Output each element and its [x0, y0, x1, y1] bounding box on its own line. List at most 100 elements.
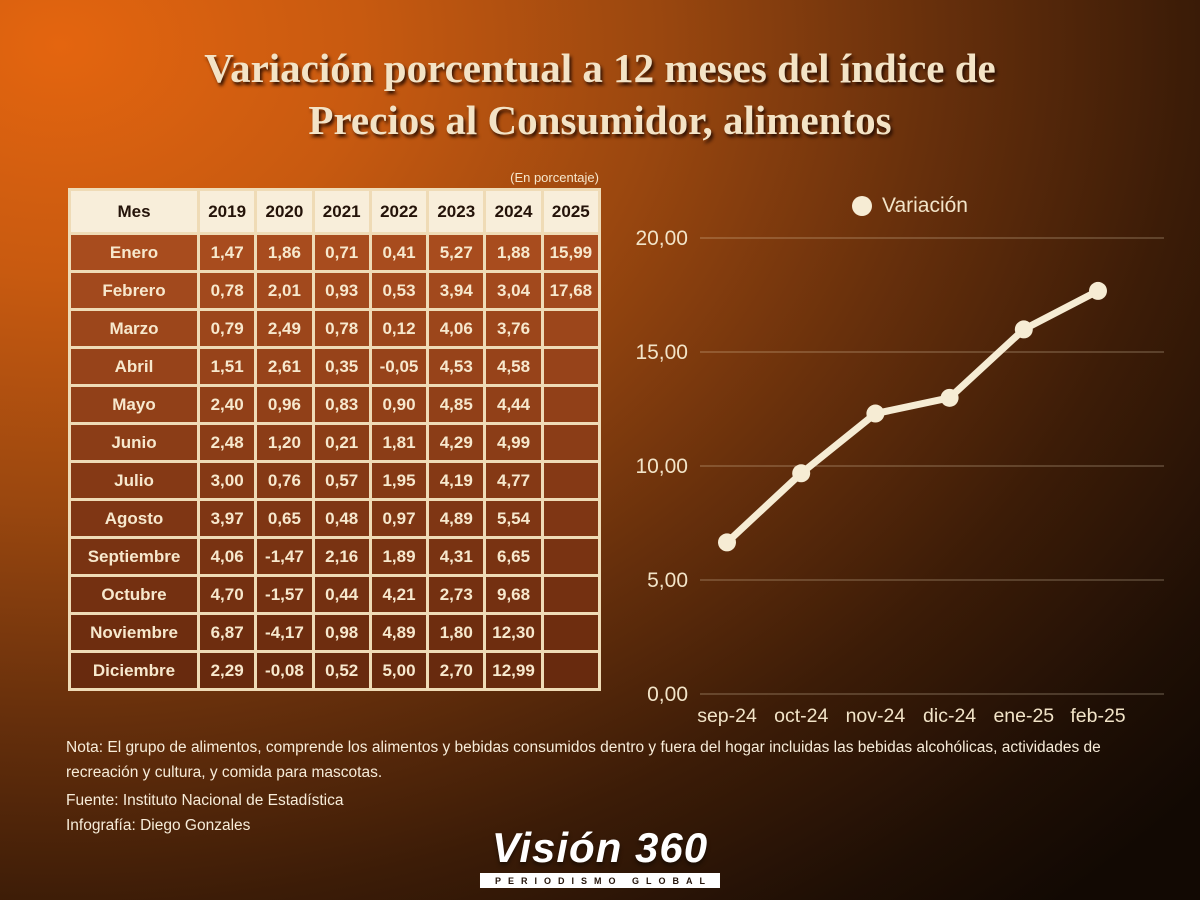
month-cell: Febrero: [68, 270, 200, 311]
data-point-marker: [866, 404, 885, 423]
month-cell: Abril: [68, 346, 200, 387]
value-cell: 4,06: [196, 536, 258, 577]
table-row: Mayo 2,40 0,96 0,83 0,90 4,85 4,44: [68, 384, 602, 425]
legend-dot-icon: [852, 196, 872, 216]
value-cell: 2,70: [426, 650, 487, 691]
value-cell: 4,21: [368, 574, 430, 615]
value-cell: 9,68: [483, 574, 544, 615]
month-cell: Octubre: [68, 574, 200, 615]
column-header-year: 2024: [483, 188, 544, 235]
table-row: Julio 3,00 0,76 0,57 1,95 4,19 4,77: [68, 460, 602, 501]
data-point-marker: [718, 533, 736, 552]
table-header-row: Mes 2019 2020 2021 2022 2023 2024 2025: [68, 188, 602, 235]
column-header-year: 2022: [368, 188, 430, 235]
value-cell: 0,76: [254, 460, 315, 501]
month-cell: Agosto: [68, 498, 200, 539]
data-point-marker: [1014, 320, 1033, 339]
value-cell: 0,98: [311, 612, 372, 653]
table-row: Marzo 0,79 2,49 0,78 0,12 4,06 3,76: [68, 308, 602, 349]
footnote: Nota: El grupo de alimentos, comprende l…: [66, 739, 1101, 781]
page-title-line2: Precios al Consumidor, alimentos: [308, 97, 892, 144]
value-cell: 6,65: [483, 536, 544, 577]
page-title: Variación porcentual a 12 meses del índi…: [0, 42, 1200, 146]
vision360-logo: Visión 360 PERIODISMO GLOBAL: [479, 824, 721, 888]
table-row: Junio 2,48 1,20 0,21 1,81 4,29 4,99: [68, 422, 602, 463]
value-cell: 0,12: [368, 308, 430, 349]
value-cell: 6,87: [196, 612, 258, 653]
table-body: Enero 1,47 1,86 0,71 0,41 5,27 1,88 15,99 Febrer…: [68, 232, 602, 691]
column-header-year: 2021: [311, 188, 372, 235]
value-cell: 17,68: [540, 270, 602, 311]
value-cell: 4,29: [426, 422, 487, 463]
value-cell: 4,31: [426, 536, 487, 577]
value-cell: -1,47: [254, 536, 315, 577]
value-cell: 0,90: [368, 384, 430, 425]
value-cell: 0,21: [311, 422, 372, 463]
value-cell: [540, 308, 602, 349]
value-cell: [540, 574, 602, 615]
value-cell: 4,06: [426, 308, 487, 349]
value-cell: 4,44: [483, 384, 544, 425]
month-cell: Enero: [68, 232, 200, 273]
value-cell: 12,99: [483, 650, 544, 691]
logo-wordmark: Visión 360: [491, 824, 709, 871]
value-cell: 4,89: [368, 612, 430, 653]
column-header-month: Mes: [68, 188, 200, 235]
month-cell: Diciembre: [68, 650, 200, 691]
page-title-line1: Variación porcentual a 12 meses del índi…: [204, 45, 996, 91]
x-axis-tick-label: sep-24: [697, 705, 757, 727]
value-cell: 2,40: [196, 384, 258, 425]
value-cell: 0,71: [311, 232, 372, 273]
value-cell: 1,86: [254, 232, 315, 273]
data-point-marker: [940, 388, 959, 407]
table-row: Octubre 4,70 -1,57 0,44 4,21 2,73 9,68: [68, 574, 602, 615]
value-cell: -4,17: [254, 612, 315, 653]
column-header-year: 2025: [540, 188, 602, 235]
value-cell: 3,00: [196, 460, 258, 501]
data-point-marker: [792, 464, 811, 483]
value-cell: 12,30: [483, 612, 544, 653]
month-cell: Junio: [68, 422, 200, 463]
value-cell: 5,54: [483, 498, 544, 539]
value-cell: -0,05: [368, 346, 430, 387]
value-cell: 1,47: [196, 232, 258, 273]
value-cell: 4,89: [426, 498, 487, 539]
credit-line: Infografía: Diego Gonzales: [66, 817, 251, 834]
value-cell: 2,49: [254, 308, 315, 349]
table-row: Noviembre 6,87 -4,17 0,98 4,89 1,80 12,30: [68, 612, 602, 653]
source-line: Fuente: Instituto Nacional de Estadístic…: [66, 792, 344, 809]
value-cell: 0,83: [311, 384, 372, 425]
value-cell: [540, 384, 602, 425]
value-cell: 2,61: [254, 346, 315, 387]
value-cell: [540, 460, 602, 501]
value-cell: 1,95: [368, 460, 430, 501]
value-cell: 1,20: [254, 422, 315, 463]
chart-legend: Variación: [640, 194, 1180, 218]
x-axis-tick-label: oct-24: [774, 705, 828, 727]
column-header-year: 2023: [426, 188, 487, 235]
y-axis-tick-label: 5,00: [647, 569, 688, 592]
value-cell: 4,70: [196, 574, 258, 615]
value-cell: 0,48: [311, 498, 372, 539]
table-row: Febrero 0,78 2,01 0,93 0,53 3,94 3,04 17,68: [68, 270, 602, 311]
value-cell: 3,76: [483, 308, 544, 349]
column-header-year: 2019: [196, 188, 258, 235]
variation-line-chart: 0,00 5,00 10,00 15,00 20,00 sep-24 oct-24 nov-2…: [635, 227, 1164, 727]
value-cell: 0,52: [311, 650, 372, 691]
table-row: Enero 1,47 1,86 0,71 0,41 5,27 1,88 15,99: [68, 232, 602, 273]
y-axis-tick-label: 10,00: [635, 455, 688, 478]
value-cell: 4,85: [426, 384, 487, 425]
value-cell: -0,08: [254, 650, 315, 691]
table-row: Agosto 3,97 0,65 0,48 0,97 4,89 5,54: [68, 498, 602, 539]
value-cell: 1,88: [483, 232, 544, 273]
table-unit-note: (En porcentaje): [510, 170, 599, 185]
value-cell: 2,73: [426, 574, 487, 615]
table-row: Septiembre 4,06 -1,47 2,16 1,89 4,31 6,65: [68, 536, 602, 577]
y-axis-tick-label: 20,00: [635, 227, 688, 250]
value-cell: [540, 498, 602, 539]
logo-tagline: PERIODISMO GLOBAL: [479, 873, 721, 888]
value-cell: 2,48: [196, 422, 258, 463]
value-cell: 4,99: [483, 422, 544, 463]
legend-label: Variación: [882, 194, 968, 217]
